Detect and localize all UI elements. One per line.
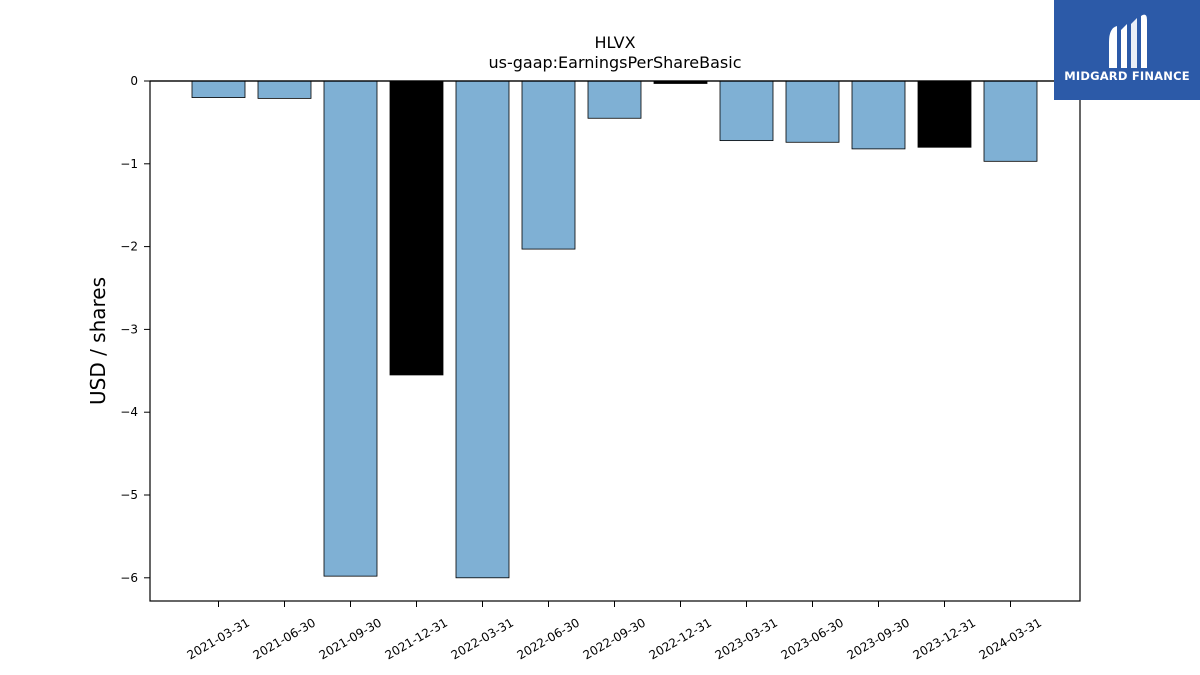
brand-logo: MIDGARD FINANCE xyxy=(1054,0,1200,100)
x-tick-label: 2022-12-31 xyxy=(647,615,714,662)
y-tick-label: 0 xyxy=(130,74,138,88)
x-tick-label: 2023-03-31 xyxy=(713,615,780,662)
bar-2021-09-30 xyxy=(323,80,378,577)
x-tick-label: 2024-03-31 xyxy=(977,615,1044,662)
plot-frame xyxy=(149,80,1081,602)
y-tick-label: −5 xyxy=(120,488,138,502)
bar-2023-12-31 xyxy=(917,80,972,148)
bar-2022-03-31 xyxy=(455,80,510,579)
y-tick-label: −3 xyxy=(120,322,138,336)
bar-2021-06-30 xyxy=(257,80,312,99)
x-tick-label: 2021-09-30 xyxy=(317,615,384,662)
chart-title: HLVX xyxy=(594,33,635,52)
bar-2024-03-31 xyxy=(983,80,1038,162)
x-tick-label: 2023-09-30 xyxy=(845,615,912,662)
x-tick-label: 2021-12-31 xyxy=(383,615,450,662)
bar-2021-12-31 xyxy=(389,80,444,376)
y-tick-label: −6 xyxy=(120,571,138,585)
x-tick-label: 2023-12-31 xyxy=(911,615,978,662)
bar-2021-03-31 xyxy=(191,80,246,98)
bar-2023-03-31 xyxy=(719,80,774,142)
y-tick-label: −2 xyxy=(120,240,138,254)
x-tick-label: 2023-06-30 xyxy=(779,615,846,662)
bar-2023-09-30 xyxy=(851,80,906,150)
y-tick-label: −1 xyxy=(120,157,138,171)
x-tick-label: 2021-03-31 xyxy=(185,615,252,662)
x-tick-label: 2022-03-31 xyxy=(449,615,516,662)
bar-2022-09-30 xyxy=(587,80,642,119)
bar-2023-06-30 xyxy=(785,80,840,143)
x-tick-label: 2022-09-30 xyxy=(581,615,648,662)
x-axis-ticks: 2021-03-312021-06-302021-09-302021-12-31… xyxy=(185,601,1044,662)
y-tick-label: −4 xyxy=(120,405,138,419)
brand-name: MIDGARD FINANCE xyxy=(1064,69,1190,83)
midgard-logo-icon xyxy=(1109,14,1147,68)
x-tick-label: 2021-06-30 xyxy=(251,615,318,662)
y-axis-label: USD / shares xyxy=(86,277,110,405)
bar-2022-06-30 xyxy=(521,80,576,250)
bars-group xyxy=(191,80,1038,579)
y-axis-ticks: 0 −1 −2 −3 −4 −5 −6 xyxy=(120,74,150,585)
x-tick-label: 2022-06-30 xyxy=(515,615,582,662)
chart-subtitle: us-gaap:EarningsPerShareBasic xyxy=(488,53,741,72)
